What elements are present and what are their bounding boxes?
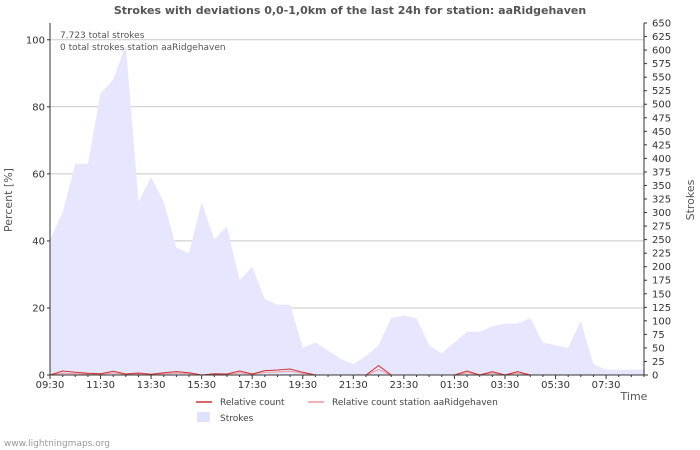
y-tick-label: 80 [32, 102, 45, 113]
y-axis-label: Percent [%] [2, 168, 15, 232]
y-tick-label: 40 [32, 236, 45, 247]
legend: Relative count Relative count station aa… [196, 398, 498, 424]
info-total-strokes: 7.723 total strokes [60, 31, 145, 41]
y-tick-label: 0 [39, 371, 45, 382]
y-tick-label: 20 [32, 303, 45, 314]
x-tick-label: 01:30 [440, 380, 469, 391]
x-tick-label: 21:30 [339, 380, 368, 391]
y2-tick-label: 225 [652, 249, 671, 260]
y2-tick-label: 550 [652, 73, 671, 84]
y2-tick-label: 125 [652, 303, 671, 314]
y2-tick-label: 250 [652, 235, 671, 246]
legend-swatch-strokes [197, 412, 210, 422]
y2-axis-label: Strokes [684, 179, 697, 220]
y-tick-label: 100 [26, 35, 45, 46]
y2-tick-label: 300 [652, 208, 671, 219]
y-tick-label: 60 [32, 169, 45, 180]
y2-tick-label: 525 [652, 86, 671, 97]
strokes-area [50, 44, 644, 375]
y-ticks-right: 0 25 50 75 100 125 150 175 200 225 250 275 300 325 350… [644, 19, 671, 382]
x-axis-label: Time [620, 390, 648, 403]
y2-tick-label: 75 [652, 330, 665, 341]
legend-label-relative-count-station: Relative count station aaRidgehaven [332, 398, 498, 408]
y2-tick-label: 100 [652, 316, 671, 327]
x-tick-label: 15:30 [187, 380, 216, 391]
watermark: www.lightningmaps.org [4, 439, 110, 449]
legend-label-strokes: Strokes [220, 414, 254, 424]
y2-tick-label: 625 [652, 32, 671, 43]
legend-label-relative-count: Relative count [220, 398, 285, 408]
info-station-strokes: 0 total strokes station aaRidgehaven [60, 43, 226, 53]
x-tick-label: 03:30 [491, 380, 520, 391]
x-tick-label: 13:30 [137, 380, 166, 391]
y2-tick-label: 575 [652, 59, 671, 70]
x-tick-label: 11:30 [86, 380, 115, 391]
y2-tick-label: 50 [652, 343, 665, 354]
y2-tick-label: 475 [652, 113, 671, 124]
y2-tick-label: 650 [652, 19, 671, 30]
y-ticks-left: 0 20 40 60 80 100 [26, 35, 50, 382]
x-tick-label: 23:30 [389, 380, 418, 391]
y2-tick-label: 400 [652, 154, 671, 165]
y2-tick-label: 375 [652, 167, 671, 178]
y2-tick-label: 450 [652, 127, 671, 138]
y2-tick-label: 275 [652, 222, 671, 233]
y2-tick-label: 325 [652, 195, 671, 206]
y2-tick-label: 0 [652, 371, 658, 382]
y2-tick-label: 425 [652, 140, 671, 151]
y2-tick-label: 25 [652, 357, 665, 368]
chart-title: Strokes with deviations 0,0-1,0km of the… [114, 4, 586, 17]
x-tick-label: 19:30 [288, 380, 317, 391]
y2-tick-label: 175 [652, 276, 671, 287]
y2-tick-label: 600 [652, 46, 671, 57]
x-tick-label: 17:30 [238, 380, 267, 391]
y2-tick-label: 200 [652, 262, 671, 273]
x-tick-label: 05:30 [541, 380, 570, 391]
y2-tick-label: 500 [652, 100, 671, 111]
y2-tick-label: 350 [652, 181, 671, 192]
x-ticks: 09:30 11:30 13:30 15:30 17:30 19:30 21:30 23:30… [36, 375, 645, 391]
x-tick-label: 07:30 [592, 380, 621, 391]
y2-tick-label: 150 [652, 289, 671, 300]
x-tick-label: 09:30 [36, 380, 65, 391]
